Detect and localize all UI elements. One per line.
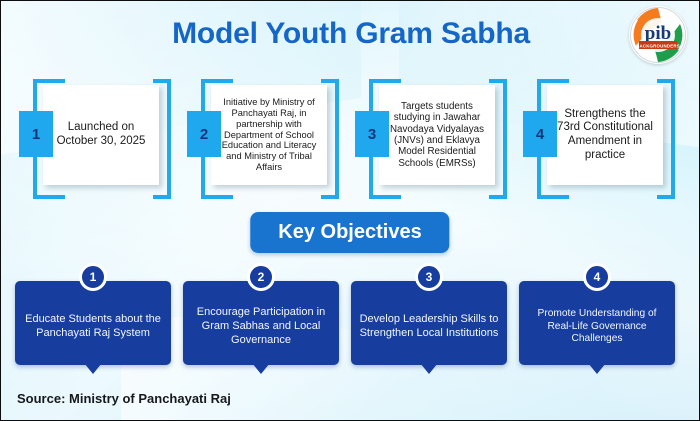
bracket-right-icon	[153, 79, 171, 199]
fact-card-body: Strengthens the 73rd Constitutional Amen…	[547, 85, 663, 185]
fact-card-1[interactable]: Launched on October 30, 2025 1	[15, 75, 171, 199]
page-title: Model Youth Gram Sabha	[172, 17, 530, 50]
fact-card-body: Initiative by Ministry of Panchayati Raj…	[211, 85, 327, 185]
fact-card-text: Strengthens the 73rd Constitutional Amen…	[557, 107, 653, 161]
objective-bubble: Educate Students about the Panchayati Ra…	[15, 281, 171, 374]
fact-card-text: Launched on October 30, 2025	[56, 121, 146, 147]
objective-card-3[interactable]: Develop Leadership Skills to Strengthen …	[351, 263, 507, 374]
fact-card-4[interactable]: Strengthens the 73rd Constitutional Amen…	[519, 75, 675, 199]
objective-number-badge: 1	[79, 263, 107, 291]
svg-text:pib: pib	[645, 23, 671, 44]
bubble-tail-icon	[420, 363, 438, 374]
fact-card-2[interactable]: Initiative by Ministry of Panchayati Raj…	[183, 75, 339, 199]
fact-number-badge: 2	[187, 111, 221, 157]
fact-number-badge: 4	[523, 111, 557, 157]
objective-number-badge: 4	[583, 263, 611, 291]
fact-card-text: Initiative by Ministry of Panchayati Raj…	[221, 96, 317, 173]
fact-card-row: Launched on October 30, 2025 1 Initiativ…	[15, 75, 687, 199]
fact-number-badge: 3	[355, 111, 389, 157]
objective-number-badge: 2	[247, 263, 275, 291]
objective-text: Encourage Participation in Gram Sabhas a…	[196, 306, 326, 346]
objective-text: Promote Understanding of Real-Life Gover…	[537, 307, 657, 345]
fact-number-badge: 1	[19, 111, 53, 157]
bubble-tail-icon	[588, 363, 606, 374]
header: Model Youth Gram Sabha pib BACKGROUNDERS	[1, 1, 699, 73]
objective-card-1[interactable]: Educate Students about the Panchayati Ra…	[15, 263, 171, 374]
bracket-right-icon	[657, 79, 675, 199]
objective-text: Develop Leadership Skills to Strengthen …	[359, 313, 499, 339]
source-note: Source: Ministry of Panchayati Raj	[17, 391, 231, 406]
objective-bubble: Encourage Participation in Gram Sabhas a…	[183, 281, 339, 374]
fact-card-3[interactable]: Targets students studying in Jawahar Nav…	[351, 75, 507, 199]
objective-card-4[interactable]: Promote Understanding of Real-Life Gover…	[519, 263, 675, 374]
objective-text: Educate Students about the Panchayati Ra…	[25, 313, 161, 339]
objective-card-row: Educate Students about the Panchayati Ra…	[15, 263, 687, 378]
objective-card-2[interactable]: Encourage Participation in Gram Sabhas a…	[183, 263, 339, 374]
bracket-right-icon	[489, 79, 507, 199]
fact-card-body: Targets students studying in Jawahar Nav…	[379, 85, 495, 185]
bubble-tail-icon	[84, 363, 102, 374]
objective-number-badge: 3	[415, 263, 443, 291]
bracket-right-icon	[321, 79, 339, 199]
svg-text:BACKGROUNDERS: BACKGROUNDERS	[636, 43, 680, 48]
fact-card-body: Launched on October 30, 2025	[43, 85, 159, 185]
bubble-tail-icon	[252, 363, 270, 374]
pib-backgrounders-logo: pib BACKGROUNDERS	[629, 6, 687, 64]
fact-card-text: Targets students studying in Jawahar Nav…	[389, 100, 485, 169]
objective-bubble: Develop Leadership Skills to Strengthen …	[351, 281, 507, 374]
key-objectives-heading: Key Objectives	[250, 212, 450, 253]
pib-logo-graphic: pib BACKGROUNDERS	[630, 7, 686, 63]
objective-bubble: Promote Understanding of Real-Life Gover…	[519, 281, 675, 374]
